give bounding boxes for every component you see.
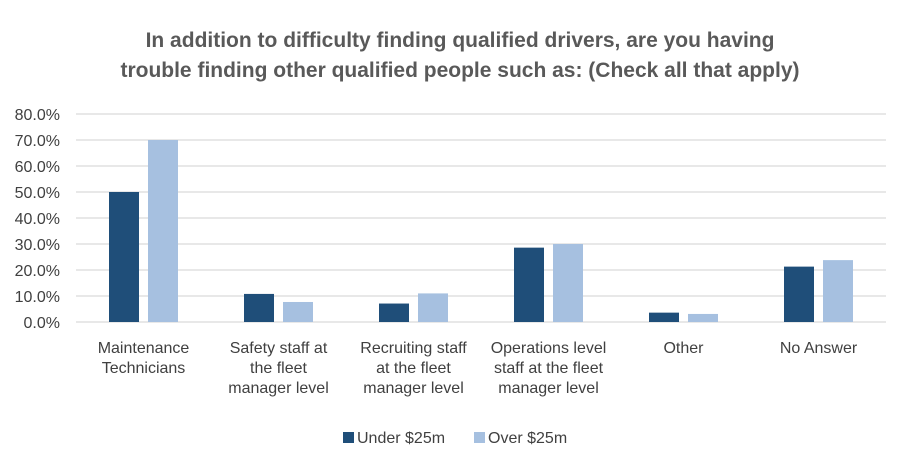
bar-over-25m [553,244,583,322]
bar-under-25m [514,247,544,322]
x-category-label: Operations level [491,340,607,357]
bar-under-25m [244,293,274,322]
legend-label: Over $25m [488,430,567,447]
bar-over-25m [283,301,313,322]
y-tick-label: 10.0% [15,289,60,306]
bar-over-25m [418,293,448,322]
legend-swatch [343,432,354,443]
bar-over-25m [688,313,718,322]
x-category-label: Safety staff at [230,340,328,357]
y-tick-label: 0.0% [24,315,60,332]
y-tick-label: 50.0% [15,185,60,202]
x-category-label: Recruiting staff [360,340,467,357]
bar-over-25m [148,140,178,322]
y-tick-label: 70.0% [15,133,60,150]
x-category-label: No Answer [780,340,858,357]
y-tick-label: 40.0% [15,211,60,228]
x-category-label: the fleet [250,360,307,377]
x-category-label: Other [663,340,704,357]
y-tick-label: 80.0% [15,107,60,124]
bar-over-25m [823,260,853,322]
x-category-label: manager level [498,380,599,397]
x-category-label: manager level [363,380,464,397]
chart-title: In addition to difficulty finding qualif… [0,26,920,86]
chart-title-line-1: In addition to difficulty finding qualif… [145,29,775,52]
chart-title-line-2: trouble finding other qualified people s… [120,59,800,82]
bar-under-25m [649,312,679,322]
x-category-label: staff at the fleet [494,360,604,377]
y-tick-label: 20.0% [15,263,60,280]
legend-swatch [474,432,485,443]
y-tick-label: 60.0% [15,159,60,176]
x-category-label: Maintenance [98,340,190,357]
bar-under-25m [379,303,409,322]
y-tick-label: 30.0% [15,237,60,254]
legend-label: Under $25m [357,430,445,447]
bar-under-25m [109,192,139,322]
bar-under-25m [784,266,814,322]
x-category-label: manager level [228,380,329,397]
x-category-label: Technicians [102,360,186,377]
x-category-label: at the fleet [376,360,451,377]
